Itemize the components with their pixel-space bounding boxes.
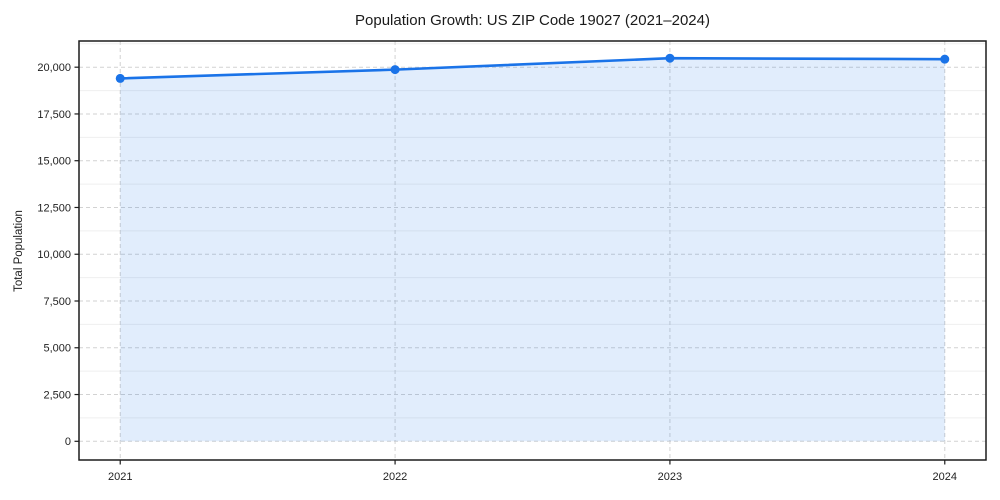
x-tick-label: 2021 [108,471,132,483]
y-tick-label: 15,000 [37,156,71,168]
data-point [940,54,950,64]
y-tick-label: 10,000 [37,249,71,261]
plot-background [79,41,986,460]
y-tick-label: 12,500 [37,202,71,214]
data-point [390,65,400,75]
y-tick-label: 2,500 [43,389,71,401]
x-tick-label: 2023 [658,471,682,483]
chart-title: Population Growth: US ZIP Code 19027 (20… [355,12,710,29]
data-point [115,73,125,83]
area-fill [120,58,945,442]
plot-border [78,40,987,461]
y-tick-label: 7,500 [43,296,71,308]
x-tick-label: 2024 [933,471,957,483]
data-point [665,53,675,63]
y-tick-label: 20,000 [37,62,71,74]
trend-line [118,56,947,80]
x-tick-label: 2022 [383,471,407,483]
y-tick-label: 0 [65,436,71,448]
y-tick-label: 5,000 [43,343,71,355]
y-tick-label: 17,500 [37,109,71,121]
